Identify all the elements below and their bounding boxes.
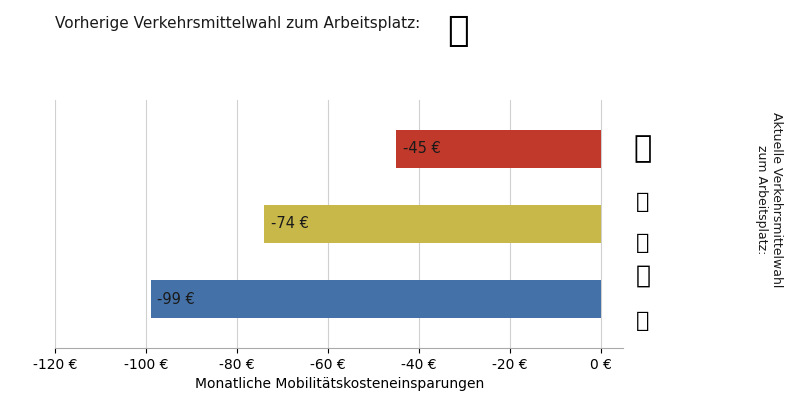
Text: Vorherige Verkehrsmittelwahl zum Arbeitsplatz:: Vorherige Verkehrsmittelwahl zum Arbeits…	[55, 16, 421, 31]
Text: 🚌: 🚌	[637, 233, 649, 253]
Text: -45 €: -45 €	[403, 141, 440, 156]
Text: 🚋: 🚋	[637, 192, 649, 212]
Text: 🚲: 🚲	[637, 311, 649, 331]
Text: 🚗: 🚗	[634, 134, 653, 163]
Bar	[396, 130, 600, 168]
Text: -99 €: -99 €	[158, 292, 195, 307]
X-axis label: Monatliche Mobilitätskosteneinsparungen: Monatliche Mobilitätskosteneinsparungen	[195, 377, 484, 391]
Text: 🚶: 🚶	[635, 263, 651, 287]
Text: -74 €: -74 €	[271, 216, 309, 232]
Bar	[264, 205, 600, 243]
Bar	[151, 280, 600, 318]
Text: Aktuelle Verkehrsmittelwahl
zum Arbeitsplatz:: Aktuelle Verkehrsmittelwahl zum Arbeitsp…	[755, 112, 783, 288]
Text: 🚗: 🚗	[447, 14, 469, 48]
